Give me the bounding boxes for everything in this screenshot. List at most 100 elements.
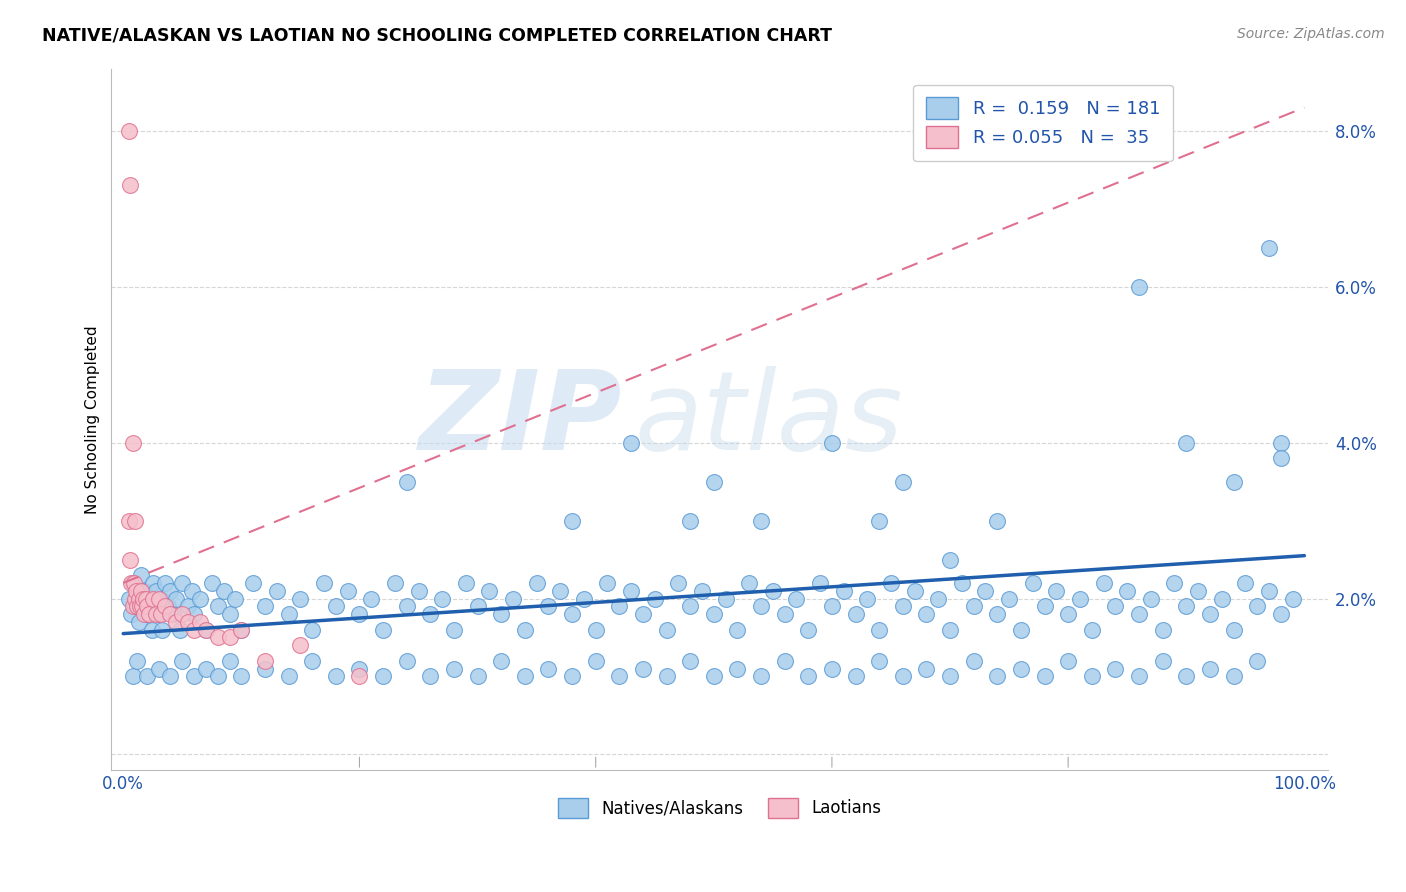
Point [607, 599, 630, 614]
Point [127, 654, 149, 668]
Point [891, 669, 914, 683]
Point [773, 654, 796, 668]
Point [950, 576, 973, 591]
Point [138, 591, 160, 606]
Point [371, 669, 394, 683]
Point [395, 599, 418, 614]
Point [135, 591, 157, 606]
Point [489, 607, 512, 621]
Point [253, 654, 276, 668]
Point [785, 591, 807, 606]
Point [454, 576, 477, 591]
Point [443, 623, 465, 637]
Text: Source: ZipAtlas.com: Source: ZipAtlas.com [1237, 27, 1385, 41]
Point [749, 599, 772, 614]
Legend: Natives/Alaskans, Laotians: Natives/Alaskans, Laotians [551, 791, 889, 825]
Point [1222, 475, 1244, 489]
Point [962, 654, 984, 668]
Point [1270, 451, 1292, 466]
Point [325, 599, 347, 614]
Point [218, 654, 240, 668]
Point [153, 576, 176, 591]
Point [134, 583, 156, 598]
Point [384, 576, 406, 591]
Point [131, 599, 153, 614]
Point [797, 669, 820, 683]
Point [939, 669, 962, 683]
Point [128, 615, 150, 629]
Point [124, 591, 146, 606]
Point [141, 623, 163, 637]
Point [1222, 623, 1244, 637]
Point [143, 599, 166, 614]
Point [880, 576, 903, 591]
Point [725, 662, 748, 676]
Point [159, 669, 181, 683]
Point [561, 514, 583, 528]
Point [172, 576, 194, 591]
Point [620, 435, 643, 450]
Point [419, 669, 441, 683]
Point [1010, 623, 1032, 637]
Point [159, 583, 181, 598]
Point [132, 591, 155, 606]
Point [212, 583, 235, 598]
Point [277, 669, 299, 683]
Point [868, 514, 890, 528]
Point [631, 662, 654, 676]
Point [467, 669, 489, 683]
Text: NATIVE/ALASKAN VS LAOTIAN NO SCHOOLING COMPLETED CORRELATION CHART: NATIVE/ALASKAN VS LAOTIAN NO SCHOOLING C… [42, 27, 832, 45]
Point [135, 607, 157, 621]
Point [1140, 591, 1163, 606]
Point [128, 591, 150, 606]
Y-axis label: No Schooling Completed: No Schooling Completed [86, 325, 100, 514]
Point [489, 654, 512, 668]
Point [927, 591, 949, 606]
Point [655, 669, 678, 683]
Point [231, 623, 253, 637]
Point [749, 669, 772, 683]
Point [1152, 654, 1174, 668]
Point [725, 623, 748, 637]
Point [127, 583, 149, 598]
Point [290, 591, 312, 606]
Point [172, 607, 194, 621]
Point [128, 599, 150, 614]
Point [218, 631, 240, 645]
Point [125, 583, 148, 598]
Point [1270, 607, 1292, 621]
Point [467, 599, 489, 614]
Point [915, 662, 938, 676]
Point [1270, 435, 1292, 450]
Point [325, 669, 347, 683]
Point [145, 583, 167, 598]
Point [998, 591, 1021, 606]
Point [150, 607, 173, 621]
Point [1163, 576, 1185, 591]
Point [585, 654, 607, 668]
Point [150, 591, 173, 606]
Point [148, 607, 170, 621]
Point [596, 576, 619, 591]
Point [1199, 662, 1222, 676]
Point [1010, 662, 1032, 676]
Point [142, 591, 165, 606]
Point [537, 662, 560, 676]
Point [986, 669, 1008, 683]
Point [962, 599, 984, 614]
Point [118, 591, 141, 606]
Point [607, 669, 630, 683]
Point [121, 599, 143, 614]
Point [679, 514, 702, 528]
Point [891, 599, 914, 614]
Point [1234, 576, 1257, 591]
Point [572, 591, 595, 606]
Point [194, 623, 217, 637]
Point [1175, 435, 1198, 450]
Point [242, 576, 264, 591]
Point [1069, 591, 1091, 606]
Point [157, 599, 180, 614]
Point [148, 662, 170, 676]
Point [903, 583, 925, 598]
Point [159, 607, 181, 621]
